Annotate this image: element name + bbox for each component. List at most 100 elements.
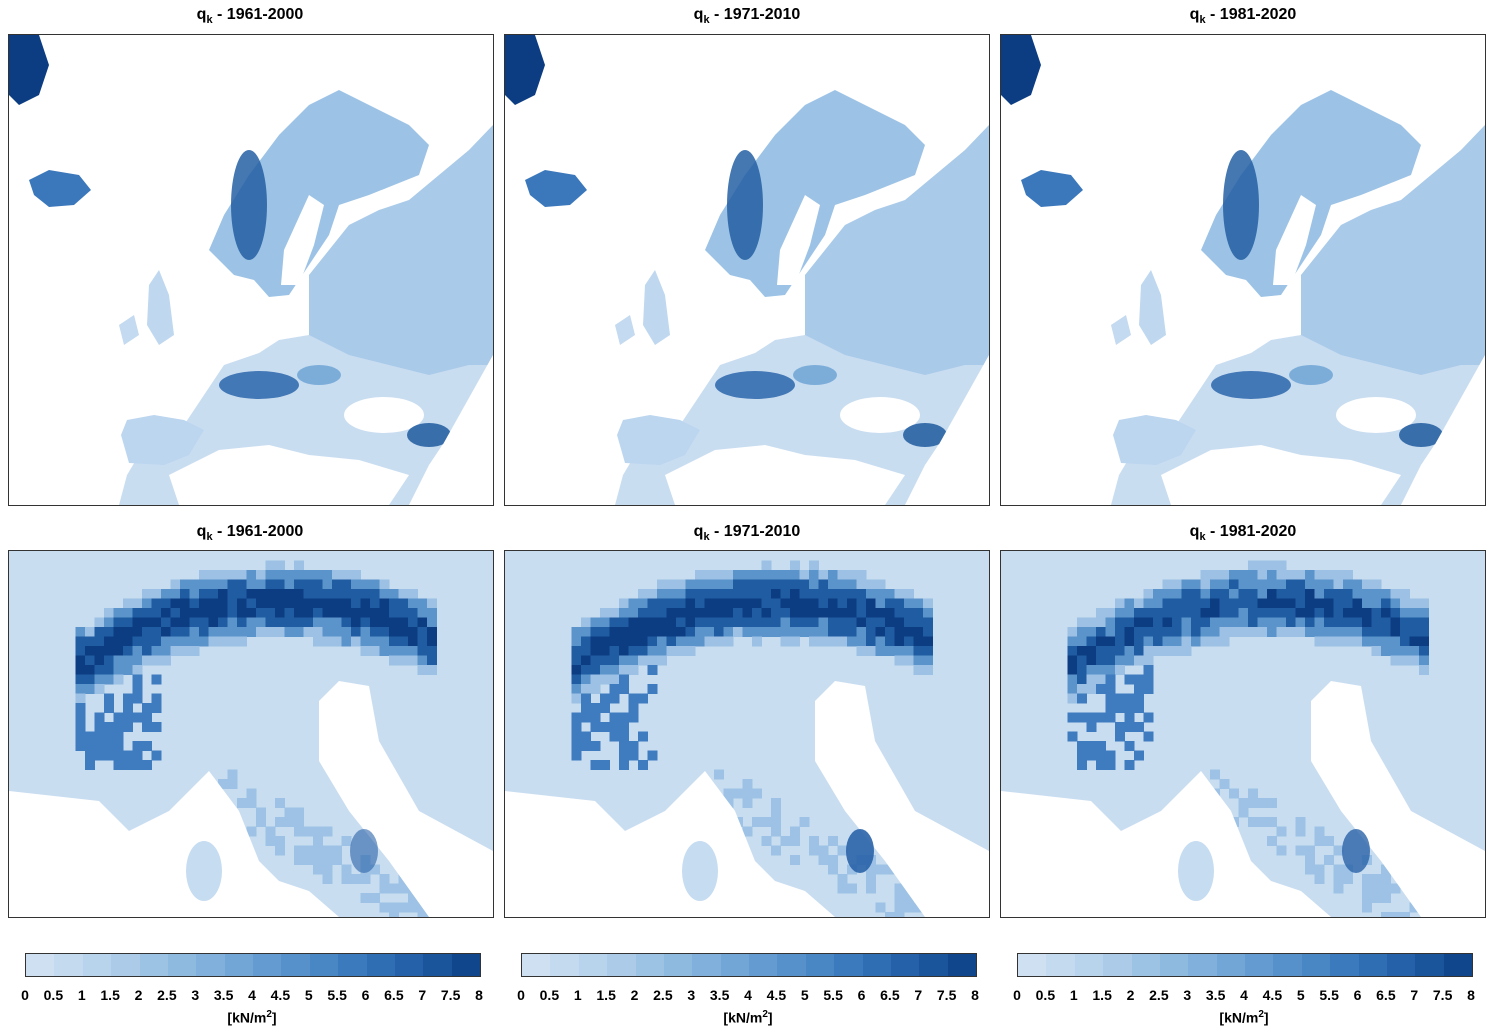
grid-cell — [1248, 579, 1258, 590]
grid-cell — [1200, 636, 1211, 647]
grid-cell — [1115, 627, 1125, 637]
grid-cell — [322, 845, 333, 856]
grid-cell — [1352, 617, 1363, 628]
grid-cell — [647, 598, 658, 609]
colorbar-tick-label: 1.5 — [100, 987, 120, 1003]
grid-cell — [199, 570, 209, 580]
grid-cell — [379, 617, 390, 628]
grid-cell — [1400, 646, 1410, 656]
grid-cell — [398, 883, 409, 894]
grid-cell — [275, 617, 285, 628]
grid-cell — [104, 741, 114, 751]
grid-cell — [1143, 674, 1154, 685]
grid-cell — [638, 617, 648, 628]
grid-cell — [199, 608, 209, 618]
colorbar-tick-label: 6 — [1353, 987, 1362, 1003]
colorbar-step — [1443, 954, 1472, 976]
grid-cell — [761, 560, 772, 571]
grid-cell — [1248, 817, 1258, 827]
grid-cell — [1086, 636, 1097, 647]
grid-cell — [294, 817, 304, 827]
grid-cell — [1267, 570, 1277, 580]
grid-cell — [322, 874, 333, 884]
grid-cell — [1314, 570, 1325, 580]
grid-cell — [847, 864, 857, 875]
grid-cell — [913, 598, 924, 609]
grid-cell — [628, 608, 639, 618]
grid-cell — [151, 674, 162, 685]
outside-domain — [1401, 355, 1485, 505]
grid-cell — [1067, 684, 1078, 694]
grid-cell — [360, 608, 371, 618]
colorbar-step — [692, 954, 721, 976]
grid-cell — [799, 608, 810, 618]
grid-cell — [398, 655, 409, 666]
grid-cell — [246, 579, 257, 590]
grid-cell — [370, 579, 380, 590]
grid-cell — [904, 617, 914, 628]
grid-cell — [199, 589, 209, 599]
grid-cell — [571, 712, 582, 723]
grid-cell — [856, 598, 867, 609]
grid-cell — [408, 646, 418, 656]
grid-cell — [856, 617, 867, 628]
grid-cell — [1305, 855, 1315, 865]
grid-cell — [1333, 636, 1344, 647]
greenland-corner — [9, 35, 49, 105]
grid-cell — [1181, 608, 1192, 618]
adriatic-sea — [319, 681, 493, 917]
grid-cell — [1077, 655, 1087, 666]
grid-cell — [389, 902, 399, 913]
grid-cell — [1210, 627, 1220, 637]
colorbar-step — [663, 954, 693, 976]
grid-cell — [1162, 608, 1173, 618]
grid-cell — [704, 589, 715, 599]
grid-cell — [1257, 570, 1268, 580]
grid-cell — [704, 579, 715, 590]
grid-cell — [1105, 684, 1116, 694]
grid-cell — [1371, 646, 1382, 656]
grid-cell — [866, 874, 876, 884]
grid-cell — [322, 864, 333, 875]
grid-cell — [571, 741, 582, 751]
grid-cell — [752, 817, 762, 827]
eastern-europe-region — [309, 125, 493, 375]
colorbar-tick-label: 7.5 — [1432, 987, 1453, 1003]
grid-cell — [1324, 836, 1334, 846]
grid-cell — [227, 598, 238, 609]
grid-cell — [1314, 874, 1325, 884]
grid-cell — [894, 646, 905, 656]
iberian-peninsula — [617, 415, 700, 465]
grid-cell — [1105, 617, 1116, 628]
grid-cell — [1143, 712, 1154, 723]
grid-cell — [1077, 674, 1087, 685]
grid-cell — [161, 636, 171, 647]
grid-cell — [417, 617, 428, 628]
colorbar-3: 0 0.5 1 1.5 2 2.5 3 3.5 4 4.5 5 5.5 6 6.5 7 7.5 8 [kN/m2] — [1013, 953, 1475, 1033]
grid-cell — [1105, 646, 1116, 656]
grid-cell — [294, 855, 304, 865]
grid-cell — [351, 598, 361, 609]
grid-cell — [1077, 693, 1087, 704]
grid-cell — [1409, 608, 1420, 618]
grid-cell — [818, 598, 829, 609]
grid-cell — [1409, 617, 1420, 628]
mediterranean-sea — [1161, 445, 1401, 505]
grid-cell — [723, 788, 734, 799]
grid-cell — [1181, 617, 1192, 628]
norway-mountains — [727, 150, 763, 260]
grid-cell — [113, 674, 124, 685]
grid-cell — [904, 893, 914, 903]
grid-cell — [847, 617, 857, 628]
grid-cell — [170, 646, 181, 656]
grid-cell — [799, 570, 810, 580]
grid-cell — [828, 627, 838, 637]
grid-cell — [94, 750, 105, 761]
grid-cell — [1295, 617, 1306, 628]
grid-cell — [1295, 570, 1306, 580]
grid-cell — [647, 617, 658, 628]
grid-cell — [370, 617, 380, 628]
grid-cell — [761, 836, 772, 846]
grid-cell — [389, 627, 399, 637]
grid-cell — [1229, 788, 1239, 799]
